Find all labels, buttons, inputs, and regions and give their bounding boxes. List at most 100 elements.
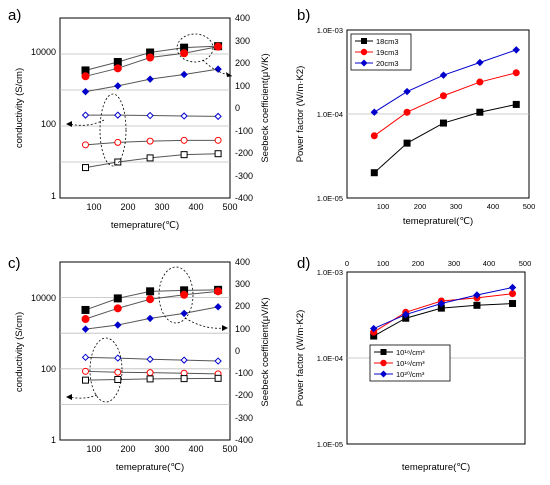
panel-c-series-4-point (146, 355, 154, 363)
panel-d-series-3-point (402, 310, 410, 319)
panel-c-y2-tick-labels: 400 300 200 100 0 -100 -200 -300 -400 (235, 257, 253, 445)
panel-b: b) 1.0E-05 1.0E-04 1.0E-03 100 200 300 4… (295, 7, 535, 227)
panel-c-series-2-point (113, 304, 122, 313)
panel-b-legend-item: 19cm3 (355, 48, 399, 57)
panel-c-arrowhead (66, 394, 72, 400)
panel-c-y2-tick: 100 (235, 324, 250, 334)
panel-b-y-tick: 1.0E-04 (317, 110, 343, 119)
panel-c-series-3-point (146, 314, 154, 323)
panel-b-legend-marker (361, 38, 367, 44)
panel-b-y-axis-title: Power factor (W/m·K2) (295, 66, 306, 163)
panel-b-series-1-point (512, 100, 520, 108)
panel-d-x-tick: 0 (345, 259, 349, 268)
panel-b-series-1-point (439, 119, 447, 127)
panel-c-y2-tick: 400 (235, 257, 250, 267)
panel-c-series-6-point (180, 375, 188, 383)
panel-c-series-2-point (214, 287, 223, 296)
panel-b-series-2-point (439, 92, 447, 100)
panel-c-series-5-point (114, 368, 122, 376)
panel-b-x-tick: 100 (377, 202, 390, 211)
panel-b-legend-label: 19cm3 (376, 48, 399, 57)
panel-a-series-4-point (114, 111, 122, 119)
panel-d-series-1-point (509, 300, 517, 308)
panel-c-series-6-point (146, 375, 154, 383)
panel-a-series-6-point (180, 151, 188, 159)
panel-c-x-tick: 500 (222, 444, 237, 454)
panel-c-series-2-point (180, 290, 189, 299)
panel-a-series-2-point (81, 72, 90, 81)
panel-b-series (370, 46, 520, 177)
panel-d-y-axis-title: Power factor (W/m·K2) (295, 310, 306, 407)
panel-b-y-tick-labels: 1.0E-05 1.0E-04 1.0E-03 (317, 26, 343, 203)
panel-c-y-tick: 1 (51, 435, 56, 445)
panel-a-arrowhead (66, 121, 72, 127)
panel-c-x-tick: 100 (86, 444, 101, 454)
panel-c-series-3-point (81, 325, 90, 333)
panel-b-legend-item: 18cm3 (355, 37, 399, 46)
panel-a-y2-tick: 100 (235, 81, 250, 91)
panel-c-series-1-point (113, 294, 122, 303)
panel-b-series-3-point (512, 46, 520, 54)
panel-c-x-tick: 400 (188, 444, 203, 454)
panel-b-series-3-point (476, 58, 484, 67)
panel-d-y-tick: 1.0E-03 (317, 268, 343, 277)
panel-c-series-5-point (146, 369, 154, 377)
panel-b-y-tick: 1.0E-03 (317, 26, 343, 35)
panel-a-series-2-point (180, 49, 189, 58)
panel-a-y2-tick: -100 (235, 126, 253, 136)
panel-c-grid (60, 297, 230, 405)
panel-a-label: a) (8, 7, 21, 24)
panel-b-x-tick-labels: 100 200 300 400 500 (377, 202, 536, 211)
panel-c-y2-tick: 200 (235, 301, 250, 311)
panel-d-x-axis-title: temeprature(℃) (402, 462, 470, 473)
panel-c-annotation-arrow (69, 394, 98, 399)
panel-d-series (369, 283, 517, 340)
panel-b-legend-marker (360, 48, 368, 56)
panel-c-x-tick: 200 (120, 444, 135, 454)
panel-b-x-tick: 300 (450, 202, 463, 211)
panel-a-y-tick: 10000 (31, 47, 56, 57)
panel-a-series-2-point (113, 64, 122, 73)
panel-a-series-5-point (114, 138, 122, 146)
panel-c-series-3-point (114, 321, 122, 329)
panel-c-annotations (66, 266, 228, 403)
panel-d-series-3-point (508, 283, 517, 292)
panel-d-legend-item: 10²⁰/cm³ (374, 370, 425, 379)
panel-c-series-3-point (214, 303, 222, 311)
panel-b-y-tick: 1.0E-05 (317, 194, 343, 203)
panel-d-x-tick: 500 (519, 259, 532, 268)
panel-d-legend-marker (380, 349, 387, 355)
panel-c-x-tick: 300 (154, 444, 169, 454)
panel-c-y2-tick: 0 (235, 346, 240, 356)
panel-a-annotation-ellipse (99, 93, 127, 167)
panel-b-legend-marker (360, 59, 368, 67)
panel-a-arrowhead (226, 72, 232, 77)
panel-a-series-6-point (214, 150, 222, 158)
panel-a-x-tick: 300 (154, 202, 169, 212)
panel-c-series-1-point (146, 287, 155, 296)
panel-a-y2-tick: -200 (235, 148, 253, 158)
panel-a-y-tick: 100 (41, 119, 56, 129)
panel-a-series-5-point (214, 136, 222, 144)
panel-c-series (81, 285, 223, 384)
panel-a-series-4-point (81, 111, 90, 119)
panel-a-series-4-point (146, 111, 154, 120)
panel-d-y-tick: 1.0E-05 (317, 440, 343, 449)
panel-b-series-2-point (403, 108, 411, 116)
panel-a-y2-tick: 0 (235, 103, 240, 113)
panel-c-series-4-point (81, 353, 90, 362)
panel-c-y-tick: 100 (41, 364, 56, 374)
panel-c-y2-tick: -400 (235, 435, 253, 445)
panel-a-series (81, 42, 223, 172)
panel-c-y-axis-title: conductivity (S/cm) (14, 312, 25, 392)
panel-a-x-tick: 400 (188, 202, 203, 212)
panel-c-series-6-point (214, 374, 222, 382)
panel-b-series-1-point (403, 139, 411, 147)
panel-b-x-tick: 400 (487, 202, 500, 211)
panel-c-series-1-point (81, 305, 90, 314)
panel-d-x-tick-labels: 0 100 200 300 400 500 (345, 259, 531, 268)
panel-d-x-tick: 200 (412, 259, 425, 268)
panel-c-arrowhead (222, 325, 228, 331)
panel-c-y-tick: 10000 (31, 293, 56, 303)
